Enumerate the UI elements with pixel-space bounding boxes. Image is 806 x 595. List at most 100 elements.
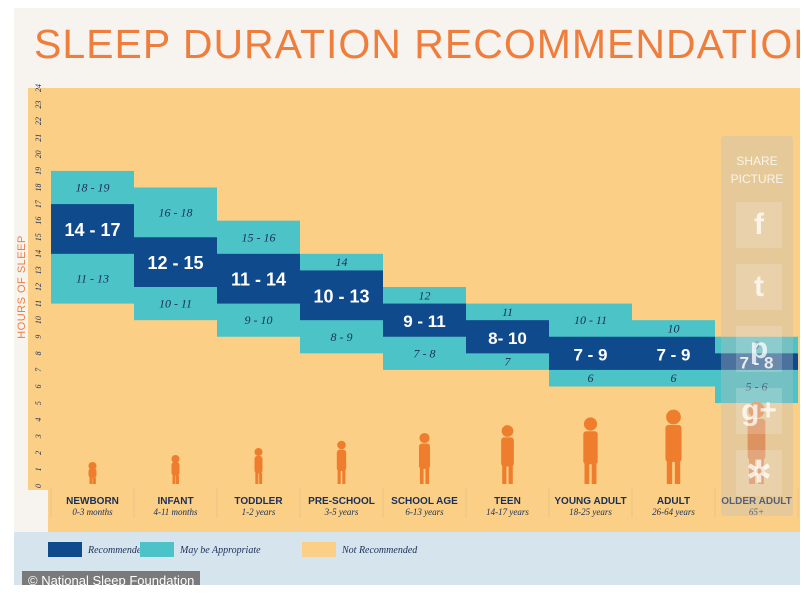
upper-range-label: 12: [419, 288, 431, 302]
category-name: TODDLER: [234, 496, 283, 507]
recommended-band: [300, 270, 383, 321]
pinterest-icon[interactable]: p: [736, 326, 782, 372]
recommended-label: 14 - 17: [64, 220, 120, 240]
category-name: PRE-SCHOOL: [308, 496, 375, 507]
recommended-label: 8- 10: [488, 329, 527, 348]
share-icon[interactable]: ✲: [736, 450, 782, 496]
y-tick-label: 11: [34, 300, 43, 307]
copyright-badge: © National Sleep Foundation: [22, 571, 201, 585]
y-tick-label: 10: [34, 316, 43, 324]
person-silhouette-leg: [674, 460, 681, 484]
category-age: 0-3 months: [72, 507, 113, 517]
chart-title: SLEEP DURATION RECOMMENDATIONS: [34, 21, 800, 67]
upper-range-label: 18 - 19: [76, 181, 110, 195]
recommended-band: [549, 336, 632, 370]
legend-swatch: [140, 542, 174, 557]
recommended-label: 7 - 9: [573, 345, 607, 364]
upper-range-label: 9: [754, 338, 760, 352]
upper-range-label: 14: [336, 255, 348, 269]
recommended-band: [51, 204, 134, 254]
person-silhouette-leg: [419, 467, 424, 484]
person-silhouette-body: [583, 431, 598, 465]
person-silhouette-head: [748, 401, 765, 419]
person-silhouette-leg: [337, 470, 341, 484]
y-tick-label: 1: [34, 467, 43, 471]
recommended-label: 7 - 9: [656, 345, 690, 364]
y-tick-label: 22: [34, 117, 43, 125]
person-silhouette-leg: [666, 460, 673, 484]
person-silhouette-leg: [259, 472, 263, 484]
person-silhouette-leg: [92, 477, 96, 484]
person-silhouette-head: [501, 425, 514, 437]
person-silhouette-body: [418, 443, 431, 469]
share-panel: SHARE PICTURE f t p g+ ✲: [721, 136, 793, 516]
person-silhouette-leg: [591, 463, 597, 484]
category-age: 3-5 years: [324, 507, 359, 517]
person-silhouette-leg: [89, 477, 93, 484]
person-silhouette-body: [254, 455, 263, 474]
share-label: SHARE PICTURE: [730, 154, 784, 186]
lower-range-label: 8 - 9: [331, 330, 353, 344]
sleep-chart: HOURS OF SLEEP01234567891011121314151617…: [14, 84, 800, 585]
person-silhouette-body: [88, 468, 97, 479]
lower-range-label: 7: [505, 355, 512, 369]
person-silhouette-leg: [749, 458, 756, 484]
y-tick-label: 13: [34, 266, 43, 274]
y-tick-label: 3: [34, 434, 43, 439]
y-tick-label: 2: [34, 451, 43, 455]
y-tick-label: 21: [34, 134, 43, 142]
y-tick-label: 7: [34, 367, 43, 372]
person-silhouette-head: [88, 462, 97, 470]
person-silhouette-head: [254, 448, 263, 456]
lower-range-label: 6: [588, 371, 594, 385]
y-tick-label: 20: [34, 150, 43, 158]
person-silhouette-body: [747, 418, 766, 460]
y-tick-label: 0: [34, 484, 43, 488]
person-silhouette-leg: [255, 472, 259, 484]
person-silhouette-head: [666, 409, 681, 425]
recommended-band: [632, 336, 715, 370]
lower-range-label: 7 - 8: [414, 346, 436, 360]
lower-range-label: 6: [671, 371, 677, 385]
category-name: TEEN: [494, 496, 521, 507]
category-name: NEWBORN: [66, 496, 119, 507]
y-tick-label: 6: [34, 385, 43, 389]
person-silhouette-head: [583, 417, 598, 431]
legend-swatch: [302, 542, 336, 557]
person-silhouette-head: [337, 440, 346, 450]
y-tick-label: 19: [34, 167, 43, 175]
upper-range-label: 16 - 18: [159, 205, 193, 219]
infographic-frame: SLEEP DURATION RECOMMENDATIONS HOURS OF …: [14, 8, 800, 585]
category-name: YOUNG ADULT: [554, 496, 626, 507]
upper-range-label: 11: [502, 305, 513, 319]
legend-label: Recommended: [87, 545, 147, 556]
category-name: INFANT: [157, 496, 193, 507]
person-silhouette-leg: [508, 465, 513, 484]
category-name: SCHOOL AGE: [391, 496, 458, 507]
recommended-label: 12 - 15: [147, 253, 203, 273]
lower-range-label: 5 - 6: [746, 380, 768, 394]
category-age: 65+: [749, 507, 764, 517]
person-silhouette-body: [171, 462, 180, 476]
category-name: ADULT: [657, 496, 690, 507]
google-plus-icon[interactable]: g+: [736, 388, 782, 434]
legend-label: Not Recommended: [341, 545, 418, 556]
y-tick-label: 5: [34, 401, 43, 405]
recommended-band: [134, 237, 217, 287]
y-tick-label: 18: [34, 184, 43, 192]
person-silhouette-leg: [425, 467, 430, 484]
person-silhouette-head: [419, 432, 430, 444]
upper-range-label: 15 - 16: [242, 230, 276, 244]
y-tick-label: 9: [34, 335, 43, 339]
y-tick-label: 16: [34, 217, 43, 225]
legend-label: May be Appropriate: [179, 545, 261, 556]
recommended-band: [466, 320, 549, 354]
person-silhouette-body: [501, 437, 514, 467]
facebook-icon[interactable]: f: [736, 202, 782, 248]
y-tick-label: 24: [34, 84, 43, 92]
person-silhouette-leg: [176, 475, 179, 484]
category-age: 4-11 months: [153, 507, 198, 517]
recommended-label: 9 - 11: [403, 312, 446, 331]
twitter-icon[interactable]: t: [736, 264, 782, 310]
person-silhouette-head: [171, 455, 180, 463]
